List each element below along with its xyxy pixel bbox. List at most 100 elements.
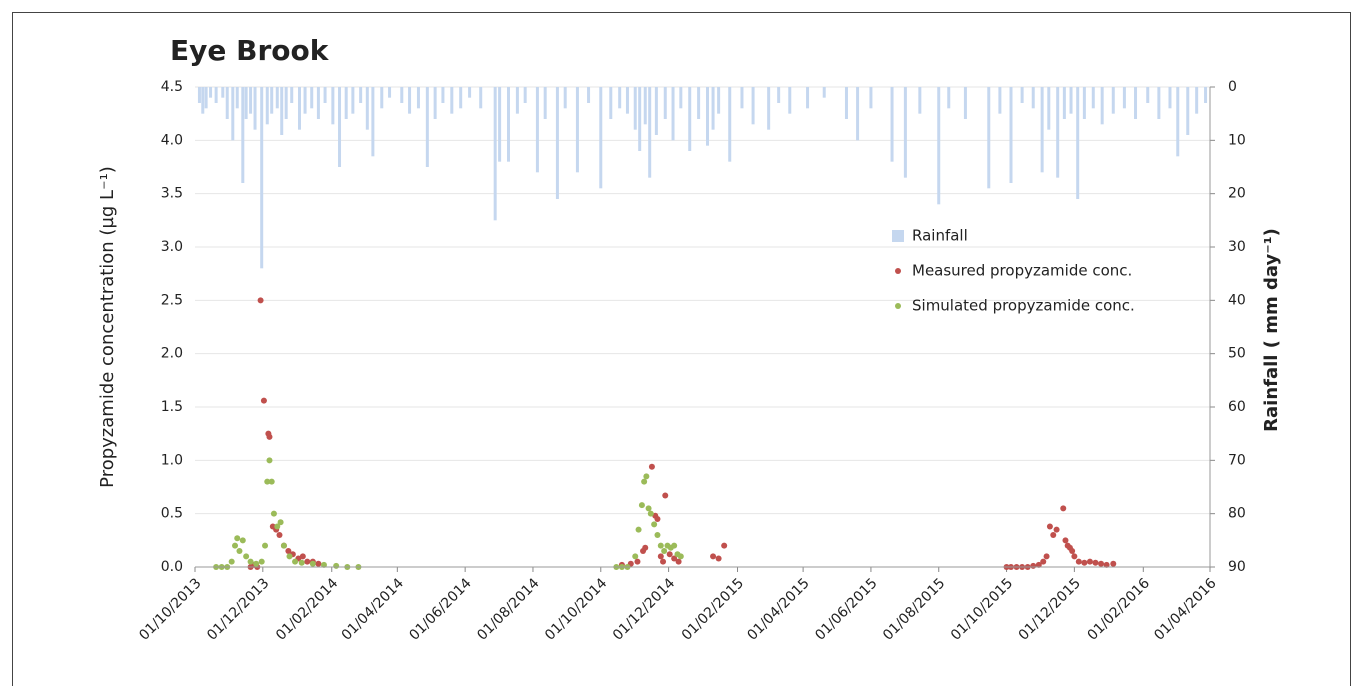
point: [675, 558, 682, 565]
y2-tick-label: 30: [1228, 239, 1246, 255]
rain-bar: [963, 87, 967, 119]
point: [253, 560, 260, 567]
point: [1103, 561, 1110, 568]
rain-bar: [618, 87, 622, 109]
point: [298, 559, 305, 566]
point: [1092, 559, 1099, 566]
rain-bar: [400, 87, 404, 103]
frame: [12, 12, 1351, 686]
rain-bar: [459, 87, 463, 109]
point: [320, 561, 327, 568]
rain-bar: [249, 87, 253, 114]
rain-bar: [998, 87, 1002, 114]
rain-bar: [1186, 87, 1190, 135]
point: [1062, 537, 1069, 544]
rain-bar: [856, 87, 860, 141]
y2-tick-label: 70: [1228, 452, 1246, 468]
rain-bar: [711, 87, 715, 130]
y-tick-label: 2.5: [161, 292, 183, 308]
legend-label: Measured propyzamide conc.: [912, 262, 1132, 280]
rain-bar: [523, 87, 527, 103]
y2-axis-title: Rainfall ( mm day⁻¹): [1261, 228, 1282, 432]
rain-bar: [365, 87, 369, 130]
point: [1075, 558, 1082, 565]
x-tick-label: 01/04/2014: [339, 575, 407, 643]
rain-bar: [284, 87, 288, 119]
point: [715, 555, 722, 562]
rain-bar: [214, 87, 218, 103]
rain-bar: [351, 87, 355, 114]
rain-bar: [1176, 87, 1180, 157]
y-tick-label: 4.5: [161, 79, 183, 95]
rain-bar: [201, 87, 205, 114]
rain-bar: [890, 87, 894, 162]
rain-bar: [587, 87, 591, 103]
rain-bar: [625, 87, 629, 114]
point: [1069, 548, 1076, 554]
y-tick-label: 4.0: [161, 132, 183, 148]
rain-bar: [575, 87, 579, 173]
rain-bar: [563, 87, 567, 109]
rain-bar: [535, 87, 539, 173]
point: [666, 551, 673, 558]
point: [270, 510, 277, 517]
point: [643, 473, 650, 480]
point: [645, 505, 652, 512]
point: [1110, 560, 1117, 567]
point: [634, 558, 641, 565]
rain-bar: [303, 87, 307, 114]
rain-bar: [740, 87, 744, 109]
rain-bar: [1009, 87, 1013, 183]
rain-bar: [1082, 87, 1086, 119]
rain-bar: [515, 87, 519, 114]
rain-bar: [371, 87, 375, 157]
rain-bar: [1100, 87, 1104, 125]
rain-bar: [543, 87, 547, 119]
rain-bar: [1204, 87, 1208, 103]
point: [648, 463, 655, 470]
point: [1046, 523, 1053, 530]
chart-title: Eye Brook: [170, 34, 330, 67]
legend-label: Simulated propyzamide conc.: [912, 297, 1135, 315]
point: [285, 548, 292, 554]
rain-bar: [777, 87, 781, 103]
point: [642, 544, 649, 551]
y2-tick-label: 40: [1228, 292, 1246, 308]
x-tick-label: 01/12/2015: [1016, 575, 1084, 643]
point: [1030, 562, 1037, 569]
rain-bar: [270, 87, 274, 114]
rain-bar: [450, 87, 454, 114]
rain-bar: [599, 87, 603, 189]
rain-bar: [937, 87, 941, 205]
point: [247, 558, 254, 565]
point: [234, 535, 241, 542]
rain-bar: [679, 87, 683, 109]
point: [260, 397, 267, 404]
point: [274, 523, 281, 530]
point: [243, 553, 250, 560]
rain-bar: [903, 87, 907, 178]
rain-bar: [706, 87, 710, 146]
rain-bar: [323, 87, 327, 103]
rain-bar: [275, 87, 279, 109]
point: [276, 532, 283, 538]
point: [657, 542, 664, 549]
rain-bar: [441, 87, 445, 103]
rain-bar: [380, 87, 384, 109]
rain-bar: [344, 87, 348, 119]
rain-bar: [1069, 87, 1073, 114]
rain-bar: [221, 87, 225, 98]
rain-bar: [947, 87, 951, 109]
rain-bar: [316, 87, 320, 119]
point: [1071, 553, 1078, 560]
rain-bar: [425, 87, 429, 167]
rain-bar: [609, 87, 613, 119]
rain-bar: [235, 87, 239, 109]
point: [671, 542, 678, 549]
y-tick-label: 3.5: [161, 186, 183, 202]
rain-bar: [1111, 87, 1115, 114]
x-tick-label: 01/10/2015: [948, 575, 1016, 643]
rain-bar: [498, 87, 502, 162]
y2-tick-label: 0: [1228, 79, 1237, 95]
